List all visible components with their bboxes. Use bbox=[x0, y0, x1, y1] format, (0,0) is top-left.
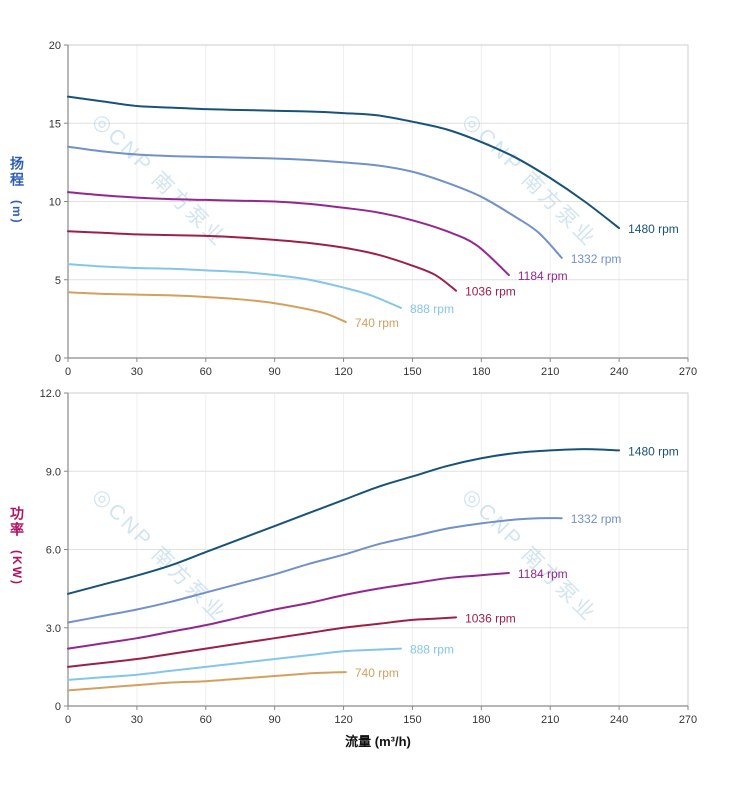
curve-740-rpm bbox=[67, 291, 347, 324]
x-tick-label: 270 bbox=[679, 366, 697, 378]
curve-1184-rpm bbox=[67, 191, 510, 277]
y-tick-label: 5 bbox=[55, 275, 61, 287]
x-tick-label: 120 bbox=[334, 714, 352, 726]
y-tick-label: 0 bbox=[55, 701, 61, 713]
curve-888-rpm bbox=[67, 263, 402, 309]
series-label-1184-rpm: 1184 rpm bbox=[518, 567, 568, 581]
curve-1332-rpm bbox=[67, 145, 563, 259]
power-axis-unit: (KW) bbox=[10, 549, 24, 586]
y-tick-label: 12.0 bbox=[40, 388, 61, 400]
x-tick-label: 210 bbox=[541, 714, 559, 726]
watermark: ◎CNP 南方泵业 bbox=[458, 109, 601, 252]
series-label-1184-rpm: 1184 rpm bbox=[518, 269, 568, 283]
x-tick-label: 240 bbox=[610, 366, 628, 378]
series-label-1480-rpm: 1480 rpm bbox=[628, 444, 679, 458]
series-label-1332-rpm: 1332 rpm bbox=[571, 512, 622, 526]
x-tick-label: 210 bbox=[541, 366, 559, 378]
curve-1184-rpm bbox=[67, 571, 510, 650]
y-tick-label: 0 bbox=[55, 353, 61, 365]
curve-1036-rpm bbox=[67, 616, 458, 668]
x-tick-label: 120 bbox=[334, 366, 352, 378]
curve-740-rpm bbox=[67, 671, 347, 692]
watermark: ◎CNP 南方泵业 bbox=[458, 484, 601, 627]
x-tick-label: 270 bbox=[679, 714, 697, 726]
flow-axis-title: 流量 (m³/h) bbox=[345, 734, 411, 749]
x-tick-label: 0 bbox=[65, 714, 71, 726]
x-tick-label: 60 bbox=[200, 714, 212, 726]
x-tick-label: 180 bbox=[472, 714, 490, 726]
series-label-740-rpm: 740 rpm bbox=[355, 316, 399, 330]
head-axis-title-text: 扬程 bbox=[9, 156, 25, 188]
series-label-1036-rpm: 1036 rpm bbox=[465, 611, 516, 625]
y-tick-label: 15 bbox=[49, 118, 61, 130]
head-axis-unit: (m) bbox=[10, 199, 24, 225]
curve-1480-rpm bbox=[67, 95, 621, 230]
series-label-1036-rpm: 1036 rpm bbox=[465, 285, 516, 299]
series-label-1332-rpm: 1332 rpm bbox=[571, 252, 622, 266]
y-tick-label: 20 bbox=[49, 40, 61, 52]
power-axis-title-text: 功率 bbox=[9, 506, 25, 538]
series-label-1480-rpm: 1480 rpm bbox=[628, 222, 679, 236]
series-label-888-rpm: 888 rpm bbox=[410, 302, 454, 316]
y-tick-label: 10 bbox=[49, 197, 61, 209]
head-axis-title: 扬程 (m) bbox=[9, 156, 25, 225]
curve-1036-rpm bbox=[67, 230, 458, 292]
watermark: ◎CNP 南方泵业 bbox=[88, 109, 231, 252]
curve-888-rpm bbox=[67, 647, 402, 681]
x-tick-label: 60 bbox=[200, 366, 212, 378]
x-tick-label: 150 bbox=[403, 366, 421, 378]
series-label-888-rpm: 888 rpm bbox=[410, 643, 454, 657]
x-tick-label: 0 bbox=[65, 366, 71, 378]
x-tick-label: 180 bbox=[472, 366, 490, 378]
x-tick-label: 150 bbox=[403, 714, 421, 726]
x-tick-label: 90 bbox=[269, 366, 281, 378]
series-label-740-rpm: 740 rpm bbox=[355, 666, 399, 680]
power-axis-title: 功率 (KW) bbox=[9, 506, 25, 586]
y-tick-label: 6.0 bbox=[46, 545, 61, 557]
x-tick-label: 90 bbox=[269, 714, 281, 726]
curve-1332-rpm bbox=[67, 517, 563, 624]
y-tick-label: 9.0 bbox=[46, 466, 61, 478]
x-tick-label: 30 bbox=[131, 714, 143, 726]
y-tick-label: 3.0 bbox=[46, 623, 61, 635]
x-tick-label: 240 bbox=[610, 714, 628, 726]
curve-1480-rpm bbox=[67, 448, 621, 595]
x-tick-label: 30 bbox=[131, 366, 143, 378]
